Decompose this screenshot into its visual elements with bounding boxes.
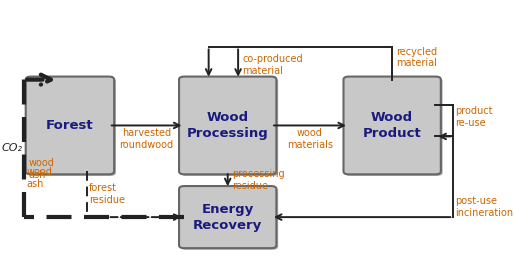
Text: Wood
Processing: Wood Processing bbox=[187, 111, 269, 140]
FancyBboxPatch shape bbox=[344, 77, 441, 174]
Text: CO₂: CO₂ bbox=[1, 143, 22, 153]
Text: processing
residue: processing residue bbox=[232, 169, 285, 191]
Text: wood
ash: wood ash bbox=[29, 158, 55, 180]
Text: Energy
Recovery: Energy Recovery bbox=[193, 202, 262, 232]
Text: wood
materials: wood materials bbox=[287, 128, 333, 150]
FancyBboxPatch shape bbox=[181, 188, 278, 250]
Text: post-use
incineration: post-use incineration bbox=[455, 196, 513, 218]
FancyBboxPatch shape bbox=[179, 186, 277, 248]
FancyBboxPatch shape bbox=[27, 78, 116, 176]
Text: co-produced
material: co-produced material bbox=[243, 54, 303, 76]
Text: recycled
material: recycled material bbox=[397, 47, 438, 68]
Text: product
re-use: product re-use bbox=[455, 106, 493, 128]
FancyBboxPatch shape bbox=[179, 77, 277, 174]
Text: Forest: Forest bbox=[46, 119, 94, 132]
FancyBboxPatch shape bbox=[345, 78, 442, 176]
Text: harvested
roundwood: harvested roundwood bbox=[119, 128, 174, 150]
Text: Wood
Product: Wood Product bbox=[363, 111, 422, 140]
Text: wood
ash: wood ash bbox=[27, 167, 53, 189]
FancyBboxPatch shape bbox=[181, 78, 278, 176]
Text: forest
residue: forest residue bbox=[89, 183, 125, 205]
FancyBboxPatch shape bbox=[26, 77, 114, 174]
